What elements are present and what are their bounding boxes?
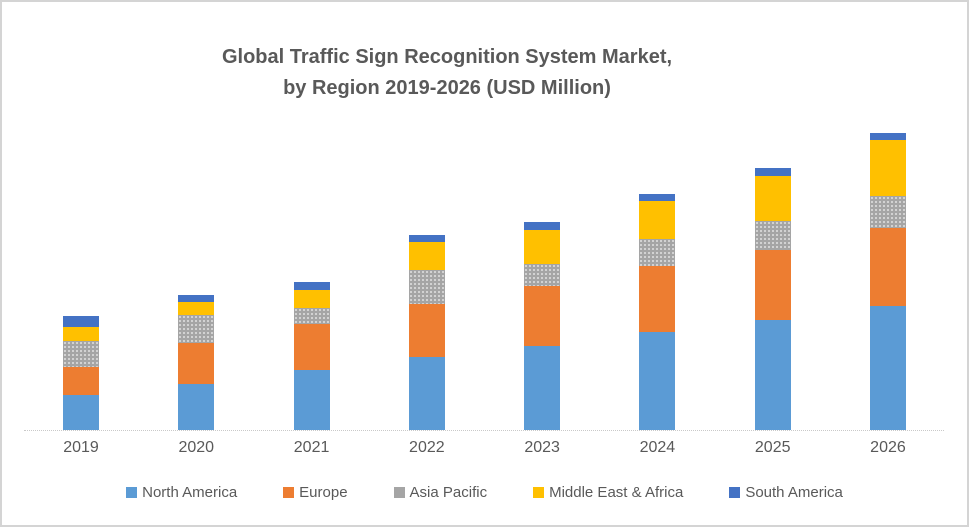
legend-swatch-icon — [283, 487, 295, 498]
legend-swatch-icon — [126, 487, 138, 498]
bar-segment-2022-north-america — [408, 356, 445, 430]
bar-segment-2025-middle-east-africa — [754, 176, 791, 221]
bar-segment-2019-south-america — [63, 315, 99, 327]
bar-segment-2024-asia-pacific — [639, 239, 676, 266]
bar-segment-2026-middle-east-africa — [869, 140, 906, 196]
x-axis-label: 2025 — [754, 439, 791, 456]
chart-title-line1: Global Traffic Sign Recognition System M… — [221, 46, 673, 68]
x-axis-label: 2020 — [178, 439, 215, 456]
legend-label: Asia Pacific — [409, 484, 488, 501]
bar-segment-2026-asia-pacific — [869, 196, 906, 228]
bar-segment-2021-europe — [293, 324, 330, 370]
bar-2019 — [63, 315, 99, 430]
bar-segment-2021-north-america — [293, 369, 330, 430]
plot-area — [63, 130, 906, 430]
bar-segment-2024-south-america — [639, 193, 676, 201]
legend-swatch-icon — [393, 487, 405, 498]
bar-2026 — [869, 133, 906, 430]
bar-segment-2022-south-america — [408, 234, 445, 242]
bar-segment-2019-middle-east-africa — [63, 327, 99, 341]
bar-segment-2026-south-america — [869, 133, 906, 140]
legend: North America Europe Asia Pacific Middle Ea… — [2, 484, 967, 501]
bar-segment-2019-asia-pacific — [63, 341, 99, 367]
legend-label: South America — [745, 484, 843, 501]
x-axis-label: 2024 — [639, 439, 676, 456]
chart-title: Global Traffic Sign Recognition System M… — [2, 42, 892, 104]
bar-segment-2023-asia-pacific — [524, 264, 561, 286]
bar-2022 — [408, 234, 445, 430]
legend-swatch-icon — [533, 487, 545, 498]
x-axis-label-cell: 2026 — [870, 439, 906, 457]
legend-label: Middle East & Africa — [549, 484, 684, 501]
chart-title-line2: by Region 2019-2026 (USD Million) — [283, 77, 611, 99]
bar-segment-2024-north-america — [639, 331, 676, 430]
x-axis-label-cell: 2019 — [63, 439, 99, 457]
bar-segment-2020-south-america — [178, 294, 215, 302]
x-axis-label-cell: 2020 — [178, 439, 214, 457]
legend-item-south-america: South America — [729, 484, 843, 501]
x-axis-label: 2026 — [870, 439, 906, 456]
bar-segment-2026-north-america — [869, 306, 906, 430]
bar-segment-2025-north-america — [754, 319, 791, 430]
bar-segment-2020-middle-east-africa — [178, 302, 215, 315]
bar-segment-2023-south-america — [524, 221, 561, 230]
bar-segment-2020-europe — [178, 343, 215, 384]
x-axis-label: 2023 — [524, 439, 560, 456]
bar-segment-2023-europe — [524, 285, 561, 346]
x-axis-labels: 2019 2020 2021 2022 2023 2024 2025 2026 — [63, 439, 906, 457]
x-axis-label-cell: 2023 — [524, 439, 560, 457]
bar-segment-2022-middle-east-africa — [408, 242, 445, 270]
bar-segment-2020-north-america — [178, 383, 215, 430]
bar-segment-2021-middle-east-africa — [293, 289, 330, 308]
bar-segment-2025-asia-pacific — [754, 220, 791, 250]
bar-2025 — [754, 167, 791, 430]
bar-segment-2023-north-america — [524, 346, 561, 430]
bar-2024 — [639, 193, 676, 430]
x-axis-label: 2019 — [63, 439, 99, 456]
bar-segment-2026-europe — [869, 227, 906, 306]
bar-segment-2020-asia-pacific — [178, 314, 215, 343]
bar-segment-2025-europe — [754, 249, 791, 320]
x-axis-label: 2021 — [293, 439, 330, 456]
legend-item-europe: Europe — [283, 484, 348, 501]
legend-item-north-america: North America — [126, 484, 237, 501]
legend-swatch-icon — [729, 487, 741, 498]
x-axis-label-cell: 2024 — [639, 439, 676, 457]
bar-2023 — [524, 221, 561, 430]
legend-item-asia-pacific: Asia Pacific — [393, 484, 488, 501]
x-axis-label-cell: 2021 — [294, 439, 330, 457]
legend-item-middle-east-africa: Middle East & Africa — [533, 484, 683, 501]
bar-segment-2022-asia-pacific — [408, 269, 445, 304]
x-axis-label-cell: 2022 — [409, 439, 445, 457]
bar-segment-2022-europe — [408, 304, 445, 357]
legend-label: Europe — [299, 484, 348, 501]
bar-2021 — [293, 282, 330, 430]
bar-segment-2025-south-america — [754, 167, 791, 176]
bar-segment-2019-europe — [63, 367, 99, 395]
bar-segment-2024-middle-east-africa — [639, 201, 676, 239]
x-axis-label-cell: 2025 — [755, 439, 791, 457]
bar-segment-2021-asia-pacific — [293, 308, 330, 324]
bar-segment-2021-south-america — [293, 282, 330, 290]
x-axis-label: 2022 — [409, 439, 445, 456]
bar-segment-2019-north-america — [63, 395, 99, 430]
x-axis-line — [24, 430, 944, 431]
bar-segment-2024-europe — [639, 265, 676, 332]
legend-label: North America — [142, 484, 238, 501]
bar-segment-2023-middle-east-africa — [524, 230, 561, 264]
bar-2020 — [178, 294, 215, 430]
